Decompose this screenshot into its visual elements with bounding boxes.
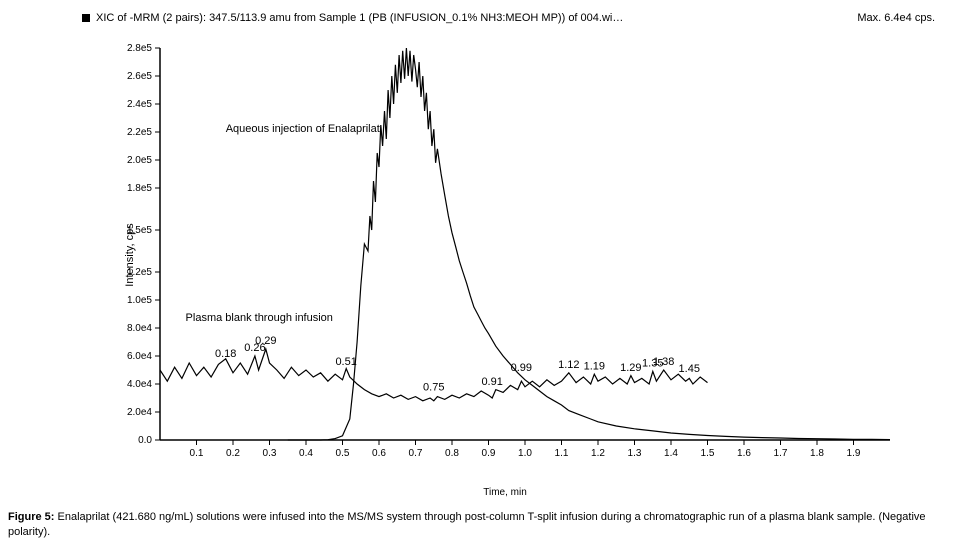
- x-tick-label: 1.2: [591, 448, 605, 459]
- x-tick-label: 0.8: [445, 448, 459, 459]
- y-tick-label: 4.0e4: [127, 379, 152, 390]
- x-tick-label: 0.7: [409, 448, 423, 459]
- peak-label: 1.29: [620, 362, 641, 374]
- x-tick-label: 0.1: [190, 448, 204, 459]
- caption-text: Enalaprilat (421.680 ng/mL) solutions we…: [8, 511, 926, 538]
- x-tick-label: 1.0: [518, 448, 532, 459]
- x-tick-label: 1.8: [810, 448, 824, 459]
- aqueous-label: Aqueous injection of Enalaprilat: [226, 123, 380, 135]
- x-tick-label: 0.5: [336, 448, 350, 459]
- caption-label: Figure 5:: [8, 511, 54, 523]
- legend-marker-icon: [82, 14, 90, 22]
- x-tick-label: 1.4: [664, 448, 678, 459]
- x-tick-label: 0.4: [299, 448, 313, 459]
- peak-label: 0.99: [511, 362, 532, 374]
- peak-label: 0.29: [255, 335, 276, 347]
- x-tick-label: 1.5: [701, 448, 715, 459]
- figure-container: { "header": { "title": "XIC of -MRM (2 p…: [0, 0, 955, 546]
- x-tick-label: 1.3: [628, 448, 642, 459]
- x-tick-label: 0.6: [372, 448, 386, 459]
- y-tick-label: 2.4e5: [127, 99, 152, 110]
- y-tick-label: 2.8e5: [127, 43, 152, 54]
- y-axis-label: Intensity, cps: [124, 223, 136, 286]
- x-tick-label: 0.3: [263, 448, 277, 459]
- y-tick-label: 0.0: [138, 435, 152, 446]
- y-tick-label: 2.0e5: [127, 155, 152, 166]
- figure-caption: Figure 5: Enalaprilat (421.680 ng/mL) so…: [8, 510, 935, 540]
- x-axis-label: Time, min: [110, 487, 900, 498]
- max-intensity-label: Max. 6.4e4 cps.: [857, 12, 935, 24]
- peak-label: 1.19: [584, 360, 605, 372]
- x-tick-label: 1.6: [737, 448, 751, 459]
- y-tick-label: 6.0e4: [127, 351, 152, 362]
- peak-label: 0.51: [335, 356, 356, 368]
- y-tick-label: 1.0e5: [127, 295, 152, 306]
- peak-label: 0.91: [481, 376, 502, 388]
- aqueous-series: [288, 48, 890, 440]
- y-tick-label: 2.2e5: [127, 127, 152, 138]
- x-tick-label: 1.7: [774, 448, 788, 459]
- peak-label: 0.75: [423, 381, 444, 393]
- chart-plot-area: Intensity, cps 0.02.0e44.0e46.0e48.0e41.…: [110, 40, 900, 470]
- peak-label: 1.45: [679, 363, 700, 375]
- y-tick-label: 1.8e5: [127, 183, 152, 194]
- x-tick-label: 0.9: [482, 448, 496, 459]
- x-tick-label: 1.9: [847, 448, 861, 459]
- x-tick-label: 0.2: [226, 448, 240, 459]
- figure-header: XIC of -MRM (2 pairs): 347.5/113.9 amu f…: [82, 12, 935, 24]
- y-tick-label: 2.6e5: [127, 71, 152, 82]
- y-tick-label: 8.0e4: [127, 323, 152, 334]
- plasma-label: Plasma blank through infusion: [186, 312, 333, 324]
- peak-label: 1.38: [653, 356, 674, 368]
- peak-label: 0.18: [215, 348, 236, 360]
- xic-title: XIC of -MRM (2 pairs): 347.5/113.9 amu f…: [96, 12, 837, 24]
- x-tick-label: 1.1: [555, 448, 569, 459]
- peak-label: 1.12: [558, 359, 579, 371]
- chart-svg: 0.02.0e44.0e46.0e48.0e41.0e51.2e51.5e51.…: [110, 40, 900, 470]
- y-tick-label: 2.0e4: [127, 407, 152, 418]
